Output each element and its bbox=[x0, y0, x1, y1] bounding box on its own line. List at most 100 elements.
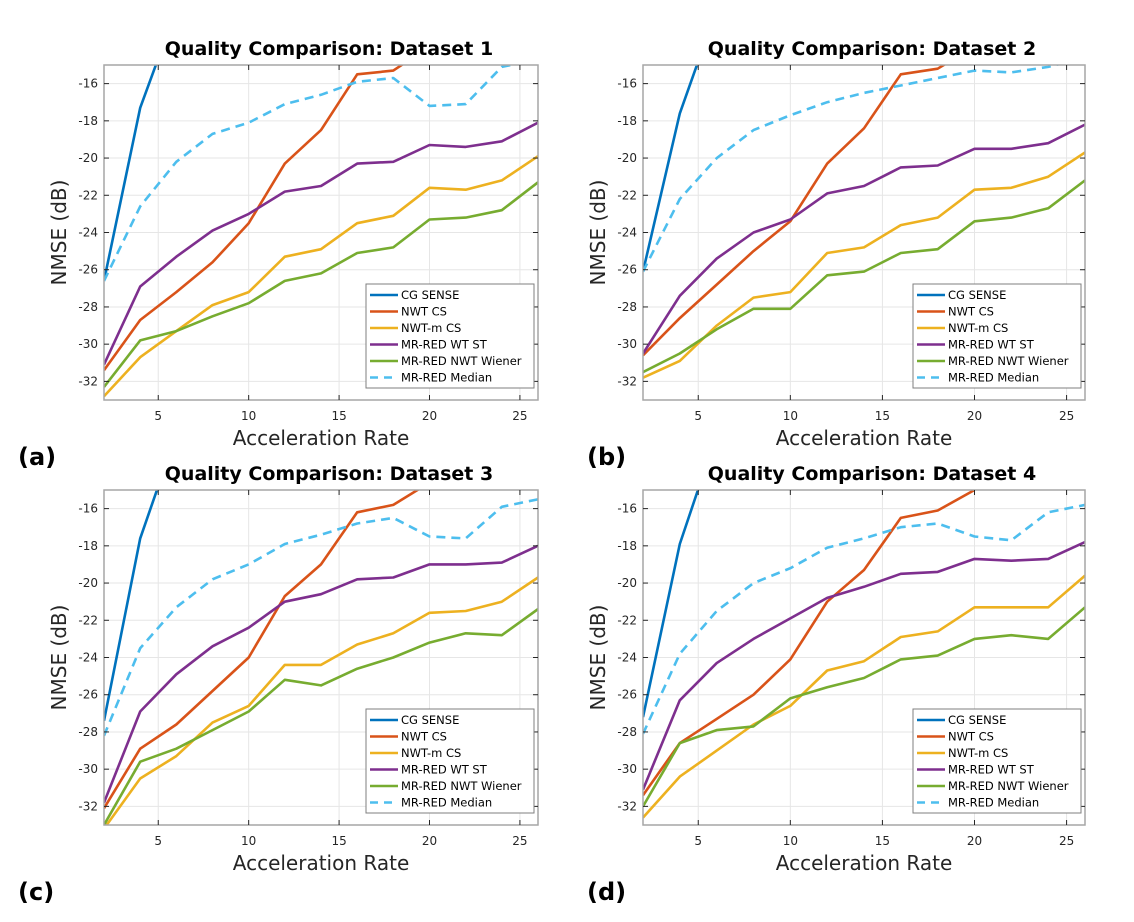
panel-tag: (a) bbox=[18, 443, 56, 471]
chart-panel-3: 5 10 15 20 25 -32 -30 -28 -26 -24 -22 -20 -18 -16 Qual… bbox=[18, 463, 539, 906]
chart-panel-4: 5 10 15 20 25 -32 -30 -28 -26 -24 -22 -20 -18 -16 Qual… bbox=[586, 463, 1086, 906]
series-line-nwt-cs bbox=[643, 65, 947, 357]
y-tick-label: -28 bbox=[78, 300, 98, 314]
series-line-nwt-m-cs bbox=[105, 576, 538, 825]
x-tick-label: 20 bbox=[967, 834, 982, 848]
y-tick-label: -28 bbox=[617, 725, 637, 739]
legend-entry-nwt-m-cs: NWT-m CS bbox=[948, 746, 1008, 760]
x-tick-label: 5 bbox=[694, 409, 702, 423]
legend-entry-mr-red-median: MR-RED Median bbox=[948, 796, 1039, 810]
legend: CG SENSE NWT CS NWT-m CS MR-RED WT ST MR-RED… bbox=[365, 708, 535, 814]
y-tick-label: -30 bbox=[617, 337, 637, 351]
x-tick-label: 10 bbox=[783, 409, 798, 423]
y-axis-label: NMSE (dB) bbox=[47, 605, 71, 711]
y-tick-label: -26 bbox=[78, 688, 98, 702]
x-tick-label: 25 bbox=[1059, 409, 1074, 423]
y-tick-label: -16 bbox=[617, 502, 637, 516]
legend-entry-mr-red-wt-st: MR-RED WT ST bbox=[948, 338, 1035, 352]
chart-panel-2: 5 10 15 20 25 -32 -30 -28 -26 -24 -22 -20 -18 -16 Qual… bbox=[586, 38, 1086, 471]
y-tick-label: -32 bbox=[617, 374, 637, 388]
series-line-nwt-m-cs bbox=[643, 151, 1085, 379]
y-tick-label: -18 bbox=[78, 114, 98, 128]
series-line-nwt-m-cs bbox=[643, 574, 1085, 819]
legend-entry-mr-red-nwt-wiener: MR-RED NWT Wiener bbox=[948, 779, 1069, 793]
y-tick-label: -30 bbox=[78, 337, 98, 351]
series-line-mr-red-nwt-wiener bbox=[104, 608, 538, 825]
y-tick-label: -20 bbox=[78, 151, 98, 165]
x-tick-label: 20 bbox=[967, 409, 982, 423]
y-tick-label: -18 bbox=[617, 114, 637, 128]
x-tick-label: 20 bbox=[422, 834, 437, 848]
legend-box bbox=[912, 283, 1082, 389]
y-tick-label: -22 bbox=[78, 188, 98, 202]
legend-entry-nwt-m-cs: NWT-m CS bbox=[401, 321, 461, 335]
y-axis-label: NMSE (dB) bbox=[47, 180, 71, 286]
series-line-cg-sense bbox=[104, 65, 158, 282]
y-tick-label: -32 bbox=[617, 799, 637, 813]
x-axis-label: Acceleration Rate bbox=[233, 426, 410, 450]
y-tick-label: -20 bbox=[78, 576, 98, 590]
chart-title: Quality Comparison: Dataset 3 bbox=[165, 463, 493, 485]
x-tick-label: 25 bbox=[512, 409, 527, 423]
y-tick-label: -24 bbox=[78, 651, 98, 665]
y-tick-label: -30 bbox=[617, 762, 637, 776]
y-axis-label: NMSE (dB) bbox=[586, 605, 610, 711]
x-tick-label: 5 bbox=[154, 409, 162, 423]
y-tick-label: -28 bbox=[78, 725, 98, 739]
panel-tag: (c) bbox=[18, 878, 54, 906]
series-line-mr-red-nwt-wiener bbox=[643, 606, 1085, 808]
legend-entry-cg-sense: CG SENSE bbox=[948, 713, 1006, 727]
legend-box bbox=[365, 708, 535, 814]
x-tick-label: 25 bbox=[512, 834, 527, 848]
series-line-mr-red-median bbox=[104, 65, 518, 282]
series-line-cg-sense bbox=[104, 490, 159, 722]
legend-entry-cg-sense: CG SENSE bbox=[401, 288, 459, 302]
legend-box bbox=[365, 283, 535, 389]
chart-title: Quality Comparison: Dataset 4 bbox=[708, 463, 1036, 485]
x-tick-label: 5 bbox=[694, 834, 702, 848]
chart-title: Quality Comparison: Dataset 1 bbox=[165, 38, 493, 60]
y-tick-label: -18 bbox=[617, 539, 637, 553]
x-axis-label: Acceleration Rate bbox=[776, 851, 953, 875]
y-tick-label: -16 bbox=[78, 502, 98, 516]
x-tick-label: 25 bbox=[1059, 834, 1074, 848]
y-tick-label: -26 bbox=[617, 263, 637, 277]
panel-tag: (d) bbox=[587, 878, 626, 906]
y-tick-label: -32 bbox=[78, 799, 98, 813]
series-line-nwt-cs bbox=[104, 65, 405, 371]
legend-entry-nwt-cs: NWT CS bbox=[401, 305, 447, 319]
series-line-mr-red-nwt-wiener bbox=[104, 181, 538, 388]
panel-tag: (b) bbox=[587, 443, 626, 471]
series-line-mr-red-nwt-wiener bbox=[643, 179, 1085, 374]
series-line-mr-red-wt-st bbox=[643, 540, 1085, 791]
x-axis-label: Acceleration Rate bbox=[233, 851, 410, 875]
legend-entry-nwt-cs: NWT CS bbox=[401, 730, 447, 744]
y-tick-label: -26 bbox=[617, 688, 637, 702]
y-tick-label: -30 bbox=[78, 762, 98, 776]
series-line-cg-sense bbox=[643, 490, 700, 718]
x-tick-label: 10 bbox=[241, 834, 256, 848]
legend-box bbox=[912, 708, 1082, 814]
x-tick-label: 15 bbox=[331, 834, 346, 848]
x-tick-label: 20 bbox=[422, 409, 437, 423]
y-tick-label: -24 bbox=[617, 651, 637, 665]
legend: CG SENSE NWT CS NWT-m CS MR-RED WT ST MR-RED… bbox=[912, 283, 1082, 389]
y-tick-label: -24 bbox=[617, 226, 637, 240]
x-tick-label: 10 bbox=[241, 409, 256, 423]
legend-entry-mr-red-nwt-wiener: MR-RED NWT Wiener bbox=[401, 354, 522, 368]
legend-entry-mr-red-nwt-wiener: MR-RED NWT Wiener bbox=[948, 354, 1069, 368]
series-line-cg-sense bbox=[643, 65, 699, 272]
legend-entry-cg-sense: CG SENSE bbox=[401, 713, 459, 727]
y-tick-label: -32 bbox=[78, 374, 98, 388]
y-tick-label: -20 bbox=[617, 576, 637, 590]
series-line-nwt-cs bbox=[104, 490, 420, 809]
x-tick-label: 10 bbox=[783, 834, 798, 848]
x-tick-label: 15 bbox=[331, 409, 346, 423]
x-tick-label: 5 bbox=[154, 834, 162, 848]
legend-entry-mr-red-median: MR-RED Median bbox=[401, 796, 492, 810]
y-tick-label: -16 bbox=[78, 77, 98, 91]
series-line-mr-red-median bbox=[643, 65, 1062, 273]
y-tick-label: -22 bbox=[617, 613, 637, 627]
x-tick-label: 15 bbox=[875, 834, 890, 848]
